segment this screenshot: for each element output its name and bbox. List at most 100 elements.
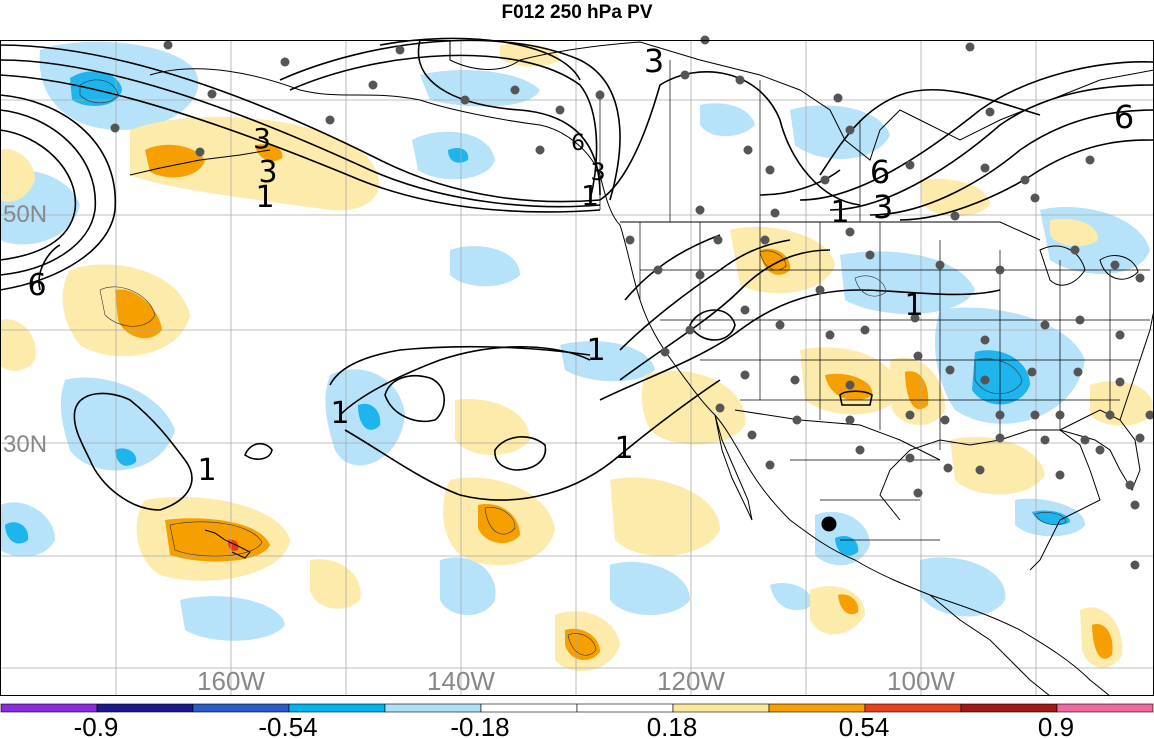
aleutian-islands bbox=[129, 149, 271, 176]
contour-label: 6 bbox=[571, 131, 585, 156]
color-bar-swatch bbox=[864, 703, 962, 713]
contour-label: 1 bbox=[904, 288, 923, 323]
contour-label: 1 bbox=[581, 179, 599, 212]
neg-anomaly-area bbox=[610, 561, 690, 615]
contour-label: 3 bbox=[873, 188, 893, 226]
color-bar-label: 0.9 bbox=[1038, 712, 1074, 739]
pos-anomaly-area bbox=[130, 116, 380, 211]
lon-label: 160W bbox=[197, 666, 265, 696]
color-bar-swatch bbox=[1056, 703, 1154, 713]
color-bar-swatch bbox=[288, 703, 386, 713]
neg-anomaly-core bbox=[5, 522, 29, 544]
canada-north-coast bbox=[449, 40, 1154, 161]
lat-label: 50N bbox=[3, 201, 47, 228]
contour-label: 1 bbox=[197, 453, 216, 488]
florida bbox=[1058, 409, 1141, 492]
color-bar-swatch bbox=[0, 703, 98, 713]
us-mexico-border bbox=[734, 409, 941, 461]
neg-anomaly-core bbox=[1032, 510, 1070, 526]
contour-label: 3 bbox=[253, 122, 271, 155]
contour-label: 3 bbox=[258, 155, 277, 190]
pos-anomaly-area bbox=[0, 149, 35, 202]
pos-anomaly-core bbox=[1092, 624, 1113, 659]
color-bar-swatch bbox=[768, 703, 866, 713]
mexico-coast bbox=[854, 559, 1111, 697]
lon-label: 100W bbox=[887, 666, 955, 696]
neg-anomaly-core bbox=[835, 535, 859, 556]
color-bar-swatch bbox=[672, 703, 770, 713]
color-bar-label: -0.9 bbox=[74, 712, 119, 739]
neg-anomaly-core bbox=[115, 448, 137, 466]
pos-anomaly-area bbox=[641, 370, 746, 445]
color-bar-swatch bbox=[576, 703, 674, 713]
pos-anomaly-core bbox=[478, 504, 520, 544]
color-bar-swatch bbox=[480, 703, 578, 713]
contour-label: 1 bbox=[586, 333, 605, 368]
pos-anomaly-area bbox=[500, 43, 560, 67]
color-bar-label: 0.18 bbox=[647, 712, 698, 739]
neg-anomaly-area bbox=[440, 557, 496, 615]
pos-anomaly-area bbox=[920, 178, 990, 217]
station-dots bbox=[110, 35, 1154, 570]
pos-anomaly-core bbox=[165, 518, 270, 562]
neg-anomaly-area bbox=[790, 105, 890, 159]
anomaly-shading bbox=[0, 41, 1154, 672]
color-bar-swatches bbox=[0, 703, 1154, 713]
baja-california bbox=[714, 414, 753, 521]
pv-map: 3 6 1 3 3 6 1 6 3 1 1 1 1 1 6 3 1 50N 30… bbox=[0, 35, 1154, 697]
pos-anomaly-core bbox=[838, 594, 859, 615]
neg-anomaly-core bbox=[70, 71, 122, 106]
contour-label: 3 bbox=[590, 158, 605, 186]
contour-label: 1 bbox=[830, 195, 849, 230]
color-bar-swatch bbox=[384, 703, 482, 713]
pos-anomaly-area bbox=[455, 399, 530, 455]
neg-anomaly-area bbox=[770, 582, 813, 611]
pv-contours bbox=[0, 37, 1154, 511]
lat-label: 30N bbox=[3, 431, 47, 458]
pos-anomaly-core bbox=[145, 144, 205, 178]
pos-anomaly-core bbox=[255, 144, 283, 162]
neg-anomaly-area bbox=[920, 557, 1006, 617]
neg-anomaly-area bbox=[700, 103, 755, 137]
contour-label: 1 bbox=[614, 431, 633, 466]
lat-labels: 50N 30N bbox=[3, 201, 47, 458]
neg-anomaly-area bbox=[450, 246, 520, 287]
pos-anomaly-area bbox=[0, 319, 36, 371]
color-bar-label: -0.54 bbox=[258, 712, 317, 739]
neg-anomaly-core bbox=[358, 403, 381, 430]
color-bar: -0.9 -0.54 -0.18 0.18 0.54 0.9 bbox=[0, 703, 1154, 739]
pos-anomaly-area bbox=[1050, 218, 1099, 247]
contour-label: 1 bbox=[330, 396, 349, 431]
pos-anomaly-area bbox=[610, 477, 720, 557]
contour-label: 6 bbox=[870, 153, 890, 191]
neg-anomaly-core bbox=[448, 148, 469, 163]
pos-anomaly-area bbox=[310, 559, 361, 609]
color-bar-labels: -0.9 -0.54 -0.18 0.18 0.54 0.9 bbox=[74, 712, 1074, 739]
contour-label: 1 bbox=[255, 180, 274, 215]
pos-anomaly-core bbox=[565, 628, 600, 661]
neg-anomaly-area bbox=[180, 596, 285, 641]
contour-label: 6 bbox=[1114, 98, 1134, 136]
contour-labels: 3 6 1 3 3 6 1 6 3 1 1 1 1 1 6 3 1 bbox=[27, 42, 1134, 488]
contour-label: 3 bbox=[644, 42, 664, 80]
neg-anomaly-area bbox=[60, 377, 175, 471]
lon-label: 120W bbox=[657, 666, 725, 696]
color-bar-swatch bbox=[96, 703, 194, 713]
us-canada-border bbox=[620, 221, 1041, 241]
lon-label: 140W bbox=[427, 666, 495, 696]
central-america bbox=[929, 594, 1051, 697]
neg-anomaly-area bbox=[420, 70, 540, 107]
pos-anomaly-area bbox=[1090, 381, 1154, 426]
color-bar-label: 0.54 bbox=[839, 712, 890, 739]
lat-lon-grid bbox=[0, 40, 1154, 696]
pos-anomaly-area bbox=[950, 436, 1045, 495]
lon-labels: 160W 140W 120W 100W bbox=[197, 666, 955, 696]
map-title: F012 250 hPa PV bbox=[501, 2, 653, 23]
neg-anomaly-area bbox=[560, 341, 655, 382]
contour-label: 6 bbox=[27, 268, 46, 303]
color-bar-label: -0.18 bbox=[450, 712, 509, 739]
neg-anomaly-area bbox=[0, 502, 55, 557]
color-bar-swatch bbox=[192, 703, 290, 713]
hawaii bbox=[204, 529, 251, 559]
color-bar-swatch bbox=[960, 703, 1058, 713]
